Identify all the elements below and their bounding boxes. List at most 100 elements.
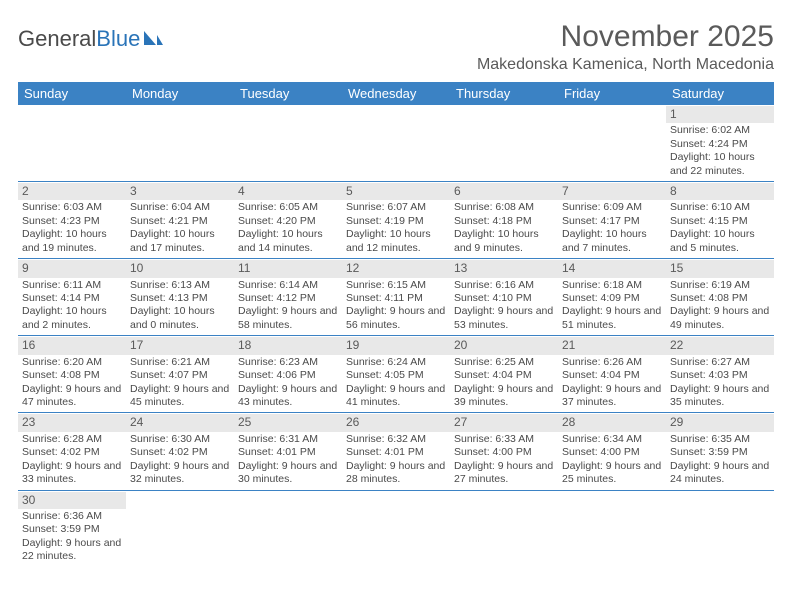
calendar-header: SundayMondayTuesdayWednesdayThursdayFrid… bbox=[18, 82, 774, 105]
day-cell: 23Sunrise: 6:28 AMSunset: 4:02 PMDayligh… bbox=[18, 413, 126, 490]
daylight-text: Daylight: 9 hours and 25 minutes. bbox=[562, 460, 662, 487]
daylight-text: Daylight: 10 hours and 14 minutes. bbox=[238, 228, 338, 255]
weekday-header: Tuesday bbox=[234, 82, 342, 105]
daylight-text: Daylight: 9 hours and 33 minutes. bbox=[22, 460, 122, 487]
sunrise-text: Sunrise: 6:14 AM bbox=[238, 279, 338, 292]
sunrise-text: Sunrise: 6:03 AM bbox=[22, 201, 122, 214]
sunset-text: Sunset: 4:19 PM bbox=[346, 215, 446, 228]
daylight-text: Daylight: 10 hours and 9 minutes. bbox=[454, 228, 554, 255]
day-number: 13 bbox=[450, 260, 558, 277]
day-number: 30 bbox=[18, 492, 126, 509]
day-number: 28 bbox=[558, 414, 666, 431]
location-subtitle: Makedonska Kamenica, North Macedonia bbox=[18, 56, 774, 74]
day-cell: 3Sunrise: 6:04 AMSunset: 4:21 PMDaylight… bbox=[126, 182, 234, 259]
weekday-header: Saturday bbox=[666, 82, 774, 105]
empty-cell bbox=[234, 490, 342, 567]
day-cell: 29Sunrise: 6:35 AMSunset: 3:59 PMDayligh… bbox=[666, 413, 774, 490]
sunset-text: Sunset: 4:02 PM bbox=[130, 446, 230, 459]
day-cell: 16Sunrise: 6:20 AMSunset: 4:08 PMDayligh… bbox=[18, 336, 126, 413]
daylight-text: Daylight: 9 hours and 49 minutes. bbox=[670, 305, 770, 332]
day-number: 18 bbox=[234, 337, 342, 354]
sunset-text: Sunset: 4:08 PM bbox=[670, 292, 770, 305]
daylight-text: Daylight: 10 hours and 0 minutes. bbox=[130, 305, 230, 332]
day-number: 12 bbox=[342, 260, 450, 277]
daylight-text: Daylight: 9 hours and 24 minutes. bbox=[670, 460, 770, 487]
day-number: 5 bbox=[342, 183, 450, 200]
sunrise-text: Sunrise: 6:34 AM bbox=[562, 433, 662, 446]
day-cell: 17Sunrise: 6:21 AMSunset: 4:07 PMDayligh… bbox=[126, 336, 234, 413]
daylight-text: Daylight: 10 hours and 2 minutes. bbox=[22, 305, 122, 332]
daylight-text: Daylight: 9 hours and 45 minutes. bbox=[130, 383, 230, 410]
sunset-text: Sunset: 4:12 PM bbox=[238, 292, 338, 305]
day-number: 20 bbox=[450, 337, 558, 354]
day-number: 6 bbox=[450, 183, 558, 200]
day-number: 10 bbox=[126, 260, 234, 277]
sunrise-text: Sunrise: 6:18 AM bbox=[562, 279, 662, 292]
page-title: November 2025 bbox=[561, 20, 774, 54]
sunset-text: Sunset: 4:01 PM bbox=[238, 446, 338, 459]
day-cell: 8Sunrise: 6:10 AMSunset: 4:15 PMDaylight… bbox=[666, 182, 774, 259]
calendar-body: 1Sunrise: 6:02 AMSunset: 4:24 PMDaylight… bbox=[18, 105, 774, 567]
sunrise-text: Sunrise: 6:30 AM bbox=[130, 433, 230, 446]
sunrise-text: Sunrise: 6:26 AM bbox=[562, 356, 662, 369]
sunset-text: Sunset: 4:21 PM bbox=[130, 215, 230, 228]
day-cell: 10 Sunrise: 6:13 AMSunset: 4:13 PMDayligh… bbox=[126, 259, 234, 336]
empty-cell bbox=[558, 105, 666, 182]
day-cell: 6Sunrise: 6:08 AMSunset: 4:18 PMDaylight… bbox=[450, 182, 558, 259]
empty-cell bbox=[666, 490, 774, 567]
daylight-text: Daylight: 9 hours and 28 minutes. bbox=[346, 460, 446, 487]
day-number: 17 bbox=[126, 337, 234, 354]
empty-cell bbox=[450, 490, 558, 567]
sunset-text: Sunset: 3:59 PM bbox=[670, 446, 770, 459]
day-cell: 20Sunrise: 6:25 AMSunset: 4:04 PMDayligh… bbox=[450, 336, 558, 413]
daylight-text: Daylight: 9 hours and 43 minutes. bbox=[238, 383, 338, 410]
day-number: 14 bbox=[558, 260, 666, 277]
sunrise-text: Sunrise: 6:10 AM bbox=[670, 201, 770, 214]
calendar-week: 2Sunrise: 6:03 AMSunset: 4:23 PMDaylight… bbox=[18, 182, 774, 259]
calendar-week: 1Sunrise: 6:02 AMSunset: 4:24 PMDaylight… bbox=[18, 105, 774, 182]
sunset-text: Sunset: 4:06 PM bbox=[238, 369, 338, 382]
sunset-text: Sunset: 4:24 PM bbox=[670, 138, 770, 151]
sunrise-text: Sunrise: 6:04 AM bbox=[130, 201, 230, 214]
daylight-text: Daylight: 9 hours and 22 minutes. bbox=[22, 537, 122, 564]
calendar-week: 30Sunrise: 6:36 AMSunset: 3:59 PMDayligh… bbox=[18, 490, 774, 567]
day-cell: 2Sunrise: 6:03 AMSunset: 4:23 PMDaylight… bbox=[18, 182, 126, 259]
daylight-text: Daylight: 9 hours and 56 minutes. bbox=[346, 305, 446, 332]
day-number: 26 bbox=[342, 414, 450, 431]
weekday-header: Thursday bbox=[450, 82, 558, 105]
sunset-text: Sunset: 4:01 PM bbox=[346, 446, 446, 459]
sunset-text: Sunset: 4:09 PM bbox=[562, 292, 662, 305]
sunrise-text: Sunrise: 6:20 AM bbox=[22, 356, 122, 369]
sunset-text: Sunset: 4:00 PM bbox=[454, 446, 554, 459]
logo-text-2: Blue bbox=[96, 26, 140, 52]
sunrise-text: Sunrise: 6:13 AM bbox=[130, 279, 230, 292]
sail-icon bbox=[142, 29, 164, 47]
weekday-header: Monday bbox=[126, 82, 234, 105]
day-cell: 7Sunrise: 6:09 AMSunset: 4:17 PMDaylight… bbox=[558, 182, 666, 259]
day-number: 8 bbox=[666, 183, 774, 200]
sunset-text: Sunset: 4:20 PM bbox=[238, 215, 338, 228]
sunrise-text: Sunrise: 6:33 AM bbox=[454, 433, 554, 446]
day-number: 11 bbox=[234, 260, 342, 277]
sunrise-text: Sunrise: 6:09 AM bbox=[562, 201, 662, 214]
sunset-text: Sunset: 4:02 PM bbox=[22, 446, 122, 459]
weekday-header: Sunday bbox=[18, 82, 126, 105]
day-number: 15 bbox=[666, 260, 774, 277]
empty-cell bbox=[558, 490, 666, 567]
sunset-text: Sunset: 4:13 PM bbox=[130, 292, 230, 305]
daylight-text: Daylight: 10 hours and 22 minutes. bbox=[670, 151, 770, 178]
empty-cell bbox=[126, 105, 234, 182]
day-number: 22 bbox=[666, 337, 774, 354]
day-cell: 4Sunrise: 6:05 AMSunset: 4:20 PMDaylight… bbox=[234, 182, 342, 259]
sunset-text: Sunset: 4:04 PM bbox=[562, 369, 662, 382]
sunrise-text: Sunrise: 6:35 AM bbox=[670, 433, 770, 446]
daylight-text: Daylight: 9 hours and 47 minutes. bbox=[22, 383, 122, 410]
day-cell: 18Sunrise: 6:23 AMSunset: 4:06 PMDayligh… bbox=[234, 336, 342, 413]
sunset-text: Sunset: 4:05 PM bbox=[346, 369, 446, 382]
sunset-text: Sunset: 4:17 PM bbox=[562, 215, 662, 228]
sunset-text: Sunset: 4:04 PM bbox=[454, 369, 554, 382]
day-number: 3 bbox=[126, 183, 234, 200]
daylight-text: Daylight: 9 hours and 37 minutes. bbox=[562, 383, 662, 410]
daylight-text: Daylight: 9 hours and 30 minutes. bbox=[238, 460, 338, 487]
day-cell: 21Sunrise: 6:26 AMSunset: 4:04 PMDayligh… bbox=[558, 336, 666, 413]
